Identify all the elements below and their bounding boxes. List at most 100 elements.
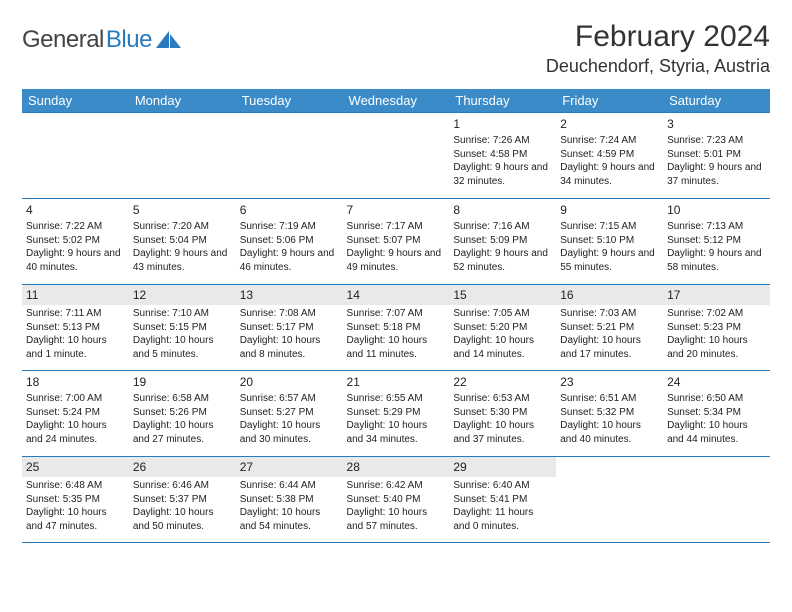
calendar-day-cell: 28Sunrise: 6:42 AMSunset: 5:40 PMDayligh… bbox=[343, 457, 450, 543]
calendar-day-cell: 8Sunrise: 7:16 AMSunset: 5:09 PMDaylight… bbox=[449, 199, 556, 285]
day-number: 23 bbox=[560, 374, 659, 390]
calendar-day-cell: 9 Sunrise: 7:15 AMSunset: 5:10 PMDaylight… bbox=[556, 199, 663, 285]
calendar-day-cell: 19 Sunrise: 6:58 AMSunset: 5:26 PMDayligh… bbox=[129, 371, 236, 457]
day-info: Sunrise: 7:11 AMSunset: 5:13 PMDaylight:… bbox=[26, 307, 125, 361]
title-block: February 2024 Deuchendorf, Styria, Austr… bbox=[546, 20, 770, 77]
day-number: 20 bbox=[240, 374, 339, 390]
month-title: February 2024 bbox=[546, 20, 770, 54]
calendar-week-row: 18Sunrise: 7:00 AMSunset: 5:24 PMDayligh… bbox=[22, 371, 770, 457]
weekday-header: Thursday bbox=[449, 89, 556, 113]
day-info: Sunrise: 7:08 AMSunset: 5:17 PMDaylight:… bbox=[240, 307, 339, 361]
day-number: 10 bbox=[667, 202, 766, 218]
day-info: Sunrise: 6:51 AMSunset: 5:32 PMDaylight:… bbox=[560, 392, 659, 446]
day-number: 11 bbox=[22, 285, 129, 305]
calendar-week-row: 25Sunrise: 6:48 AMSunset: 5:35 PMDayligh… bbox=[22, 457, 770, 543]
day-number: 28 bbox=[343, 457, 450, 477]
day-info: Sunrise: 7:26 AMSunset: 4:58 PMDaylight:… bbox=[453, 134, 552, 188]
calendar-day-cell: 24 Sunrise: 6:50 AMSunset: 5:34 PMDayligh… bbox=[663, 371, 770, 457]
brand-logo: GeneralBlue bbox=[22, 26, 182, 54]
calendar-day-cell: 13Sunrise: 7:08 AMSunset: 5:17 PMDayligh… bbox=[236, 285, 343, 371]
weekday-header: Tuesday bbox=[236, 89, 343, 113]
calendar-day-cell: 20 Sunrise: 6:57 AMSunset: 5:27 PMDayligh… bbox=[236, 371, 343, 457]
day-number: 2 bbox=[560, 116, 659, 132]
calendar-day-cell: 7 Sunrise: 7:17 AMSunset: 5:07 PMDaylight… bbox=[343, 199, 450, 285]
day-number: 8 bbox=[453, 202, 552, 218]
day-info: Sunrise: 6:55 AMSunset: 5:29 PMDaylight:… bbox=[347, 392, 446, 446]
day-info: Sunrise: 6:53 AMSunset: 5:30 PMDaylight:… bbox=[453, 392, 552, 446]
calendar-day-cell: 25Sunrise: 6:48 AMSunset: 5:35 PMDayligh… bbox=[22, 457, 129, 543]
weekday-header: Sunday bbox=[22, 89, 129, 113]
day-number: 5 bbox=[133, 202, 232, 218]
day-number: 27 bbox=[236, 457, 343, 477]
day-info: Sunrise: 6:58 AMSunset: 5:26 PMDaylight:… bbox=[133, 392, 232, 446]
day-number: 21 bbox=[347, 374, 446, 390]
calendar-week-row: 4Sunrise: 7:22 AMSunset: 5:02 PMDaylight… bbox=[22, 199, 770, 285]
day-info: Sunrise: 7:17 AMSunset: 5:07 PMDaylight:… bbox=[347, 220, 446, 274]
brand-name-1: General bbox=[22, 26, 104, 54]
weekday-header: Friday bbox=[556, 89, 663, 113]
weekday-header: Wednesday bbox=[343, 89, 450, 113]
day-info: Sunrise: 6:50 AMSunset: 5:34 PMDaylight:… bbox=[667, 392, 766, 446]
weekday-header: Saturday bbox=[663, 89, 770, 113]
day-info: Sunrise: 7:13 AMSunset: 5:12 PMDaylight:… bbox=[667, 220, 766, 274]
calendar-day-cell: 23 Sunrise: 6:51 AMSunset: 5:32 PMDayligh… bbox=[556, 371, 663, 457]
calendar-day-cell: 5 Sunrise: 7:20 AMSunset: 5:04 PMDaylight… bbox=[129, 199, 236, 285]
calendar-day-cell: 26Sunrise: 6:46 AMSunset: 5:37 PMDayligh… bbox=[129, 457, 236, 543]
day-number: 25 bbox=[22, 457, 129, 477]
day-info: Sunrise: 6:40 AMSunset: 5:41 PMDaylight:… bbox=[453, 479, 552, 533]
calendar-day-cell: 4Sunrise: 7:22 AMSunset: 5:02 PMDaylight… bbox=[22, 199, 129, 285]
sail-icon bbox=[156, 31, 182, 49]
calendar-table: SundayMondayTuesdayWednesdayThursdayFrid… bbox=[22, 89, 770, 543]
day-info: Sunrise: 6:42 AMSunset: 5:40 PMDaylight:… bbox=[347, 479, 446, 533]
calendar-day-cell bbox=[236, 113, 343, 199]
day-number: 13 bbox=[236, 285, 343, 305]
calendar-day-cell: 12Sunrise: 7:10 AMSunset: 5:15 PMDayligh… bbox=[129, 285, 236, 371]
day-number: 17 bbox=[663, 285, 770, 305]
calendar-day-cell: 10 Sunrise: 7:13 AMSunset: 5:12 PMDayligh… bbox=[663, 199, 770, 285]
day-number: 16 bbox=[556, 285, 663, 305]
day-info: Sunrise: 6:57 AMSunset: 5:27 PMDaylight:… bbox=[240, 392, 339, 446]
day-info: Sunrise: 7:24 AMSunset: 4:59 PMDaylight:… bbox=[560, 134, 659, 188]
day-number: 9 bbox=[560, 202, 659, 218]
calendar-day-cell: 6 Sunrise: 7:19 AMSunset: 5:06 PMDaylight… bbox=[236, 199, 343, 285]
day-number: 26 bbox=[129, 457, 236, 477]
day-number: 6 bbox=[240, 202, 339, 218]
calendar-day-cell: 3 Sunrise: 7:23 AMSunset: 5:01 PMDaylight… bbox=[663, 113, 770, 199]
day-number: 7 bbox=[347, 202, 446, 218]
calendar-day-cell: 27Sunrise: 6:44 AMSunset: 5:38 PMDayligh… bbox=[236, 457, 343, 543]
calendar-week-row: 11Sunrise: 7:11 AMSunset: 5:13 PMDayligh… bbox=[22, 285, 770, 371]
day-info: Sunrise: 7:07 AMSunset: 5:18 PMDaylight:… bbox=[347, 307, 446, 361]
calendar-day-cell: 2 Sunrise: 7:24 AMSunset: 4:59 PMDaylight… bbox=[556, 113, 663, 199]
calendar-day-cell: 15Sunrise: 7:05 AMSunset: 5:20 PMDayligh… bbox=[449, 285, 556, 371]
calendar-day-cell bbox=[343, 113, 450, 199]
day-info: Sunrise: 7:23 AMSunset: 5:01 PMDaylight:… bbox=[667, 134, 766, 188]
calendar-day-cell: 14Sunrise: 7:07 AMSunset: 5:18 PMDayligh… bbox=[343, 285, 450, 371]
day-info: Sunrise: 7:19 AMSunset: 5:06 PMDaylight:… bbox=[240, 220, 339, 274]
day-info: Sunrise: 6:44 AMSunset: 5:38 PMDaylight:… bbox=[240, 479, 339, 533]
day-number: 3 bbox=[667, 116, 766, 132]
calendar-day-cell bbox=[129, 113, 236, 199]
day-number: 22 bbox=[453, 374, 552, 390]
day-info: Sunrise: 7:20 AMSunset: 5:04 PMDaylight:… bbox=[133, 220, 232, 274]
weekday-header: Monday bbox=[129, 89, 236, 113]
day-number: 24 bbox=[667, 374, 766, 390]
day-number: 18 bbox=[26, 374, 125, 390]
calendar-week-row: 1 Sunrise: 7:26 AMSunset: 4:58 PMDaylight… bbox=[22, 113, 770, 199]
day-number: 19 bbox=[133, 374, 232, 390]
calendar-day-cell bbox=[556, 457, 663, 543]
calendar-day-cell: 29Sunrise: 6:40 AMSunset: 5:41 PMDayligh… bbox=[449, 457, 556, 543]
day-info: Sunrise: 7:02 AMSunset: 5:23 PMDaylight:… bbox=[667, 307, 766, 361]
day-info: Sunrise: 7:15 AMSunset: 5:10 PMDaylight:… bbox=[560, 220, 659, 274]
day-info: Sunrise: 7:03 AMSunset: 5:21 PMDaylight:… bbox=[560, 307, 659, 361]
day-number: 29 bbox=[449, 457, 556, 477]
day-info: Sunrise: 7:22 AMSunset: 5:02 PMDaylight:… bbox=[26, 220, 125, 274]
location: Deuchendorf, Styria, Austria bbox=[546, 56, 770, 77]
day-number: 1 bbox=[453, 116, 552, 132]
day-info: Sunrise: 6:48 AMSunset: 5:35 PMDaylight:… bbox=[26, 479, 125, 533]
calendar-day-cell: 16Sunrise: 7:03 AMSunset: 5:21 PMDayligh… bbox=[556, 285, 663, 371]
calendar-day-cell: 11Sunrise: 7:11 AMSunset: 5:13 PMDayligh… bbox=[22, 285, 129, 371]
calendar-header-row: SundayMondayTuesdayWednesdayThursdayFrid… bbox=[22, 89, 770, 113]
calendar-day-cell: 1 Sunrise: 7:26 AMSunset: 4:58 PMDaylight… bbox=[449, 113, 556, 199]
calendar-day-cell: 18Sunrise: 7:00 AMSunset: 5:24 PMDayligh… bbox=[22, 371, 129, 457]
day-number: 15 bbox=[449, 285, 556, 305]
